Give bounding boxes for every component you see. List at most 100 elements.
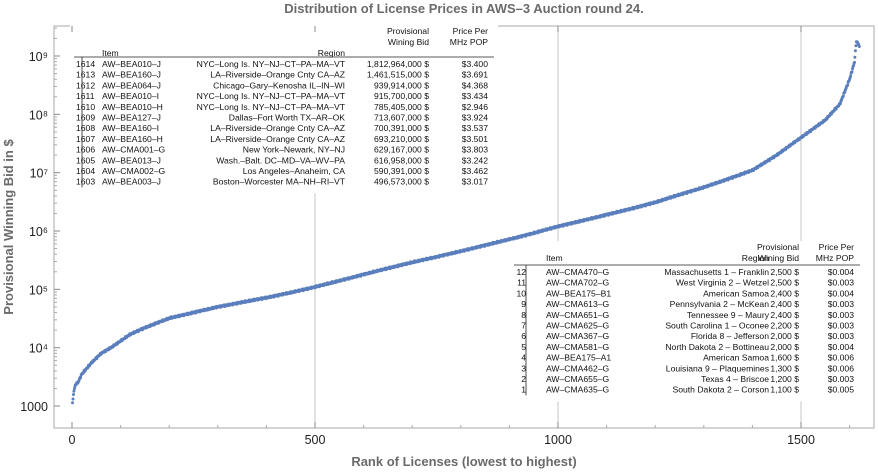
table-cell: 2 — [521, 374, 526, 384]
table-cell: LA–Riverside–Orange Cnty CA–AZ — [210, 70, 345, 80]
table-cell: 8 — [521, 310, 526, 320]
table-cell: Tennessee 9 – Maury — [687, 310, 770, 320]
table-cell: 9 — [521, 299, 526, 309]
table-cell: AW–CMA581–G — [546, 342, 610, 352]
table-cell: 4 — [521, 353, 526, 363]
data-point — [79, 375, 83, 379]
table-background — [510, 241, 864, 402]
table-cell: AW–BEA013–J — [102, 155, 161, 165]
table-cell: Pennsylvania 2 – McKean — [670, 299, 770, 309]
table-cell: 1607 — [76, 134, 95, 144]
table-header-cell: Wining Bid — [758, 253, 799, 263]
table-cell: 496,573,000 $ — [374, 177, 429, 187]
table-cell: AW–BEA010–H — [102, 102, 163, 112]
table-cell: AW–CMA702–G — [546, 278, 610, 288]
data-point — [841, 94, 845, 98]
table-cell: $3.924 — [462, 113, 489, 123]
data-point — [853, 55, 857, 59]
table-cell: $3.400 — [462, 59, 489, 69]
table-cell: 1608 — [76, 123, 95, 133]
data-point — [857, 45, 861, 48]
table-cell: 713,607,000 $ — [374, 113, 429, 123]
x-tick-label: 1000 — [544, 433, 572, 447]
table-cell: $3.017 — [462, 177, 489, 187]
table-cell: 1603 — [76, 177, 95, 187]
table-cell: AW–BEA010–J — [102, 59, 161, 69]
table-cell: AW–BEA175–A1 — [546, 353, 611, 363]
y-tick-label: 10⁷ — [30, 167, 49, 181]
table-cell: 11 — [517, 278, 526, 288]
table-cell: NYC–Long Is. NY–NJ–CT–PA–MA–VT — [197, 102, 346, 112]
table-cell: AW–BEA160–H — [102, 134, 163, 144]
table-cell: $4.368 — [462, 80, 489, 90]
table-cell: AW–BEA160–J — [102, 70, 161, 80]
table-header-cell: Region — [318, 48, 345, 58]
table-cell: $0.003 — [828, 331, 855, 341]
table-cell: Los Angeles–Anaheim, CA — [243, 166, 346, 176]
table-cell: 1613 — [76, 70, 95, 80]
table-cell: $0.006 — [828, 353, 855, 363]
table-cell: AW–CMA462–G — [546, 363, 610, 373]
table-cell: South Dakota 2 – Corson — [673, 385, 770, 395]
table-cell: $0.006 — [828, 363, 855, 373]
table-header-cell: Item — [546, 253, 563, 263]
table-cell: 10 — [516, 288, 526, 298]
table-cell: 1612 — [76, 80, 95, 90]
table-cell: South Carolina 1 – Oconee — [665, 321, 769, 331]
table-cell: 1609 — [76, 113, 95, 123]
data-point — [854, 44, 858, 48]
table-cell: AW–CMA470–G — [546, 267, 610, 277]
table-cell: 6 — [521, 331, 526, 341]
table-cell: 1604 — [76, 166, 95, 176]
table-cell: 915,700,000 $ — [374, 91, 429, 101]
table-cell: Chicago–Gary–Kenosha IL–IN–WI — [213, 80, 345, 90]
data-point — [853, 60, 856, 64]
table-cell: 1,461,515,000 $ — [367, 70, 429, 80]
table-cell: AW–CMA651–G — [546, 310, 610, 320]
table-cell: 2,200 $ — [770, 321, 799, 331]
x-tick-label: 0 — [69, 433, 76, 447]
table-cell: American Samoa — [703, 353, 769, 363]
data-point — [849, 74, 853, 78]
data-point — [850, 70, 854, 74]
table-cell: AW–BEA010–I — [102, 91, 159, 101]
table-cell: $3.537 — [462, 123, 489, 133]
table-cell: $3.434 — [462, 91, 489, 101]
table-cell: AW–BEA127–J — [102, 113, 161, 123]
table-cell: 590,391,000 $ — [374, 166, 429, 176]
table-cell: $0.004 — [828, 342, 855, 352]
table-cell: AW–CMA613–G — [546, 299, 610, 309]
table-cell: American Samoa — [703, 288, 769, 298]
table-cell: $3.691 — [462, 70, 489, 80]
table-cell: 1611 — [76, 91, 95, 101]
data-points — [71, 40, 861, 405]
table-cell: Louisiana 9 – Plaquemines — [666, 363, 769, 373]
table-cell: 1,300 $ — [770, 363, 799, 373]
table-cell: 2,000 $ — [770, 331, 799, 341]
table-cell: North Dakota 2 – Bottineau — [665, 342, 769, 352]
data-point — [72, 393, 75, 396]
table-cell: 629,167,000 $ — [374, 145, 429, 155]
table-cell: NYC–Long Is. NY–NJ–CT–PA–MA–VT — [197, 59, 346, 69]
y-tick-label: 10⁴ — [29, 342, 48, 356]
x-axis: 0 500 1000 1500 — [69, 26, 851, 447]
table-cell: Florida 8 – Jefferson — [691, 331, 769, 341]
table-header-cell: Price Per — [819, 242, 854, 252]
table-header-cell: MHz POP — [450, 37, 488, 47]
table-cell: New York–Newark, NY–NJ — [243, 145, 345, 155]
table-cell: AW–CMA655–G — [546, 374, 610, 384]
table-cell: AW–BEA003–J — [102, 177, 161, 187]
table-cell: 2,400 $ — [770, 310, 799, 320]
table-cell: AW–BEA064–J — [102, 80, 161, 90]
table-cell: $0.003 — [828, 321, 855, 331]
y-tick-label: 10⁸ — [29, 108, 48, 122]
table-cell: 2,400 $ — [770, 299, 799, 309]
data-point — [846, 83, 850, 87]
table-cell: 1,100 $ — [770, 385, 799, 395]
x-tick-label: 1500 — [787, 433, 815, 447]
table-cell: 1610 — [76, 102, 95, 112]
table-cell: $2.946 — [462, 102, 489, 112]
table-cell: 1 — [521, 385, 526, 395]
